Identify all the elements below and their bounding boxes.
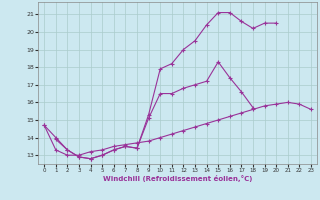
X-axis label: Windchill (Refroidissement éolien,°C): Windchill (Refroidissement éolien,°C) (103, 175, 252, 182)
